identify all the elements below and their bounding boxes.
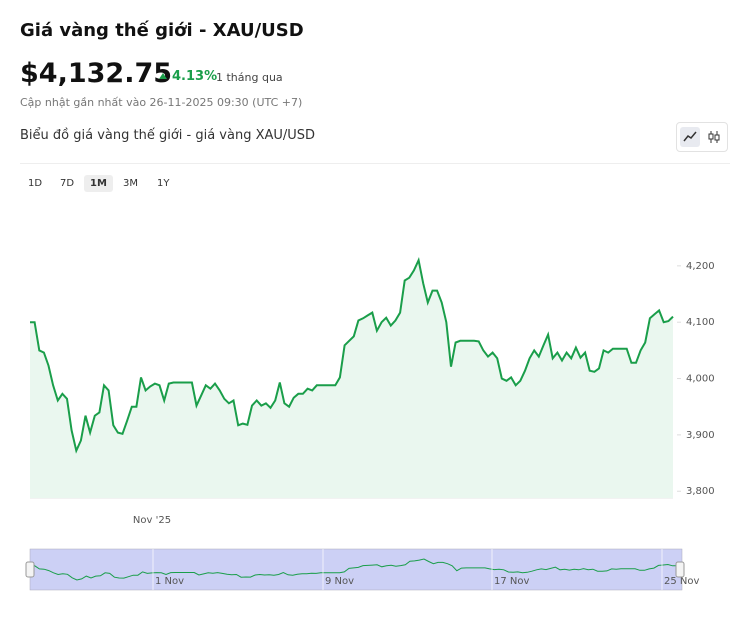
line	[30, 256, 674, 454]
navigator-label: 1 Nov	[155, 576, 184, 587]
x-label: Nov '25	[133, 515, 171, 526]
y-tick-label: 4,200	[686, 261, 715, 272]
y-tick-label: 3,900	[686, 430, 715, 441]
change: 4.13%	[172, 69, 218, 84]
range-button[interactable]: 1M	[84, 175, 113, 192]
navigator-line	[30, 558, 683, 581]
y-tick-label: 4,000	[686, 374, 715, 385]
navigator	[29, 548, 683, 591]
navigator-label: 25 Nov	[664, 576, 700, 587]
y-tick-label: 4,100	[686, 317, 715, 328]
toggle-icons	[680, 127, 720, 147]
navigator-handle[interactable]	[675, 561, 685, 578]
range-button[interactable]: 3M	[123, 178, 138, 189]
navigator-handle[interactable]	[25, 561, 35, 578]
y-tick-label: 3,800	[686, 486, 715, 497]
navigator-label: 9 Nov	[325, 576, 354, 587]
area	[30, 260, 673, 498]
range-button[interactable]: 1Y	[157, 178, 170, 189]
range-button[interactable]: 1D	[28, 178, 43, 189]
chart-type-toggle[interactable]	[676, 122, 728, 152]
updated: Cập nhật gần nhất vào 26-11-2025 09:30 (…	[20, 96, 303, 109]
range-button[interactable]: 7D	[60, 178, 75, 189]
up-arrow	[159, 73, 167, 79]
chart-subtitle: Biểu đồ giá vàng thế giới - giá vàng XAU…	[20, 128, 316, 143]
period: 1 tháng qua	[216, 71, 283, 84]
price: $4,132.75	[20, 58, 173, 89]
divider	[20, 163, 730, 164]
title: Giá vàng thế giới - XAU/USD	[20, 20, 304, 41]
navigator-label: 17 Nov	[494, 576, 530, 587]
